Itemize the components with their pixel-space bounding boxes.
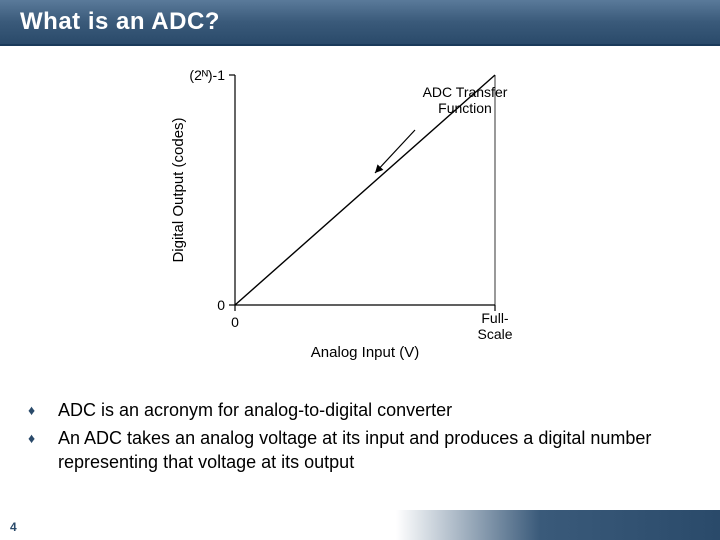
footer-bar bbox=[0, 510, 720, 540]
slide-number: 4 bbox=[10, 520, 17, 534]
bullet-text: ADC is an acronym for analog-to-digital … bbox=[58, 398, 452, 422]
transfer-function-chart: (2ᴺ)-1 00 Full-Scale Analog Input (V) Digita… bbox=[160, 55, 560, 375]
bullet-list: ♦ ADC is an acronym for analog-to-digita… bbox=[28, 398, 692, 478]
title-bar: What is an ADC? bbox=[0, 0, 720, 46]
list-item: ♦ An ADC takes an analog voltage at its … bbox=[28, 426, 692, 474]
svg-text:Scale: Scale bbox=[477, 326, 512, 342]
svg-text:Digital Output (codes): Digital Output (codes) bbox=[170, 117, 187, 262]
slide-title: What is an ADC? bbox=[20, 8, 220, 36]
svg-text:Full-: Full- bbox=[481, 310, 509, 326]
list-item: ♦ ADC is an acronym for analog-to-digita… bbox=[28, 398, 692, 422]
svg-text:(2ᴺ)-1: (2ᴺ)-1 bbox=[189, 67, 225, 83]
svg-text:0: 0 bbox=[217, 297, 225, 313]
chart-svg: (2ᴺ)-1 00 Full-Scale Analog Input (V) Digita… bbox=[160, 55, 560, 375]
svg-text:Analog Input (V): Analog Input (V) bbox=[311, 344, 419, 361]
svg-text:Function: Function bbox=[438, 100, 492, 116]
svg-text:0: 0 bbox=[231, 314, 239, 330]
diamond-icon: ♦ bbox=[28, 398, 58, 422]
diamond-icon: ♦ bbox=[28, 426, 58, 450]
bullet-text: An ADC takes an analog voltage at its in… bbox=[58, 426, 692, 474]
svg-text:ADC Transfer: ADC Transfer bbox=[423, 84, 508, 100]
